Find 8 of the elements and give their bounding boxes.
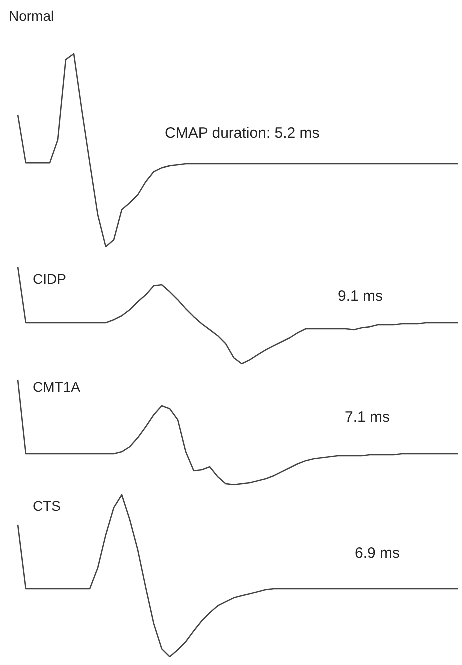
annotation: CMAP duration: 5.2 ms	[165, 125, 320, 142]
annotation: 9.1 ms	[338, 288, 384, 305]
chart-title: CMT1A	[33, 379, 82, 395]
chart-title: Normal	[9, 8, 54, 24]
annotation: 6.9 ms	[355, 545, 400, 562]
annotation: 7.1 ms	[345, 409, 390, 426]
chart-title: CIDP	[33, 271, 66, 287]
chart-title: CTS	[33, 498, 61, 514]
